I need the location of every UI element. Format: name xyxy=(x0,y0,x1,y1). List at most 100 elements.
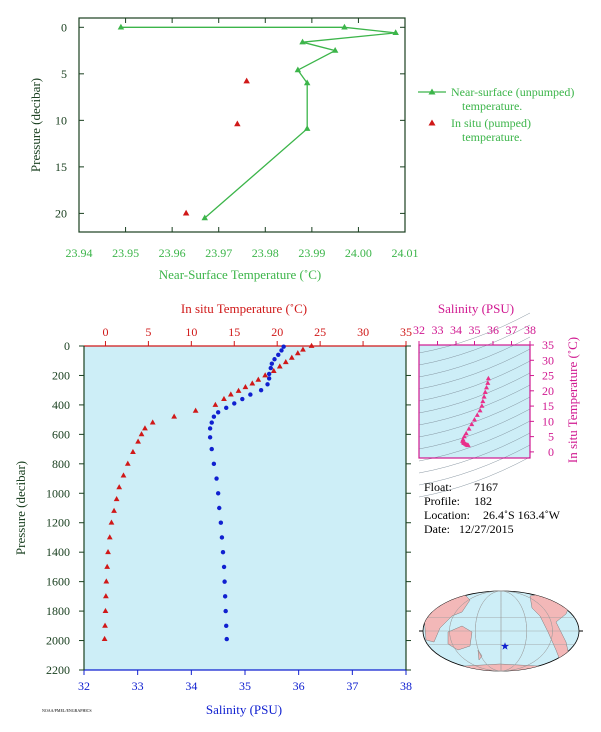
temperature-point xyxy=(282,359,289,365)
ts-point xyxy=(471,417,478,422)
salinity-point xyxy=(211,414,217,419)
temperature-point xyxy=(130,448,136,454)
ts-point xyxy=(477,407,483,413)
float-value: 7167 xyxy=(474,480,498,494)
near-surface-x-tick-label: 24.01 xyxy=(392,246,419,260)
ts-point xyxy=(463,430,469,436)
near-surface-x-tick-label: 23.99 xyxy=(298,246,325,260)
ts-y-tick-label: 10 xyxy=(542,414,554,428)
salinity-point xyxy=(248,392,253,397)
pressure-tick-label: 1200 xyxy=(46,516,70,530)
near-surface-unpumped-point xyxy=(201,214,208,221)
density-contour xyxy=(418,408,531,450)
near-surface-chart: 23.94 23.95 23.96 23.97 23.98 23.99 24.00 24.01… xyxy=(28,17,574,282)
salinity-tick-label: 38 xyxy=(400,679,412,693)
temperature-point xyxy=(106,534,113,540)
temperature-point xyxy=(102,622,108,628)
temperature-tick-label: 10 xyxy=(185,325,197,339)
near-surface-unpumped-point xyxy=(294,66,302,73)
salinity-point xyxy=(215,410,221,415)
ts-title: Salinity (PSU) xyxy=(438,301,514,316)
ts-plot-background xyxy=(419,345,530,458)
footer-credit: NOAA/PMEL/ENGRAPHICS xyxy=(42,708,92,713)
map-new-zealand xyxy=(477,649,483,661)
salinity-tick-label: 35 xyxy=(239,679,251,693)
ts-point xyxy=(482,389,488,395)
near-surface-series xyxy=(117,23,399,221)
pressure-tick-label: 1800 xyxy=(46,604,70,618)
ts-x-tick-label: 38 xyxy=(524,323,536,337)
pressure-tick-label: 2000 xyxy=(46,634,70,648)
density-contour xyxy=(418,396,531,438)
temperature-point xyxy=(171,413,178,419)
profile-plot-background xyxy=(84,346,406,670)
temperature-point xyxy=(111,507,117,513)
density-contour xyxy=(418,444,531,486)
near-surface-x-tick-label: 23.97 xyxy=(205,246,232,260)
density-contour xyxy=(418,348,531,390)
near-surface-x-axis-label: Near-Surface Temperature (˚C) xyxy=(159,267,321,282)
density-contours xyxy=(418,312,531,498)
location-value: 26.4˚S 163.4˚W xyxy=(483,508,561,522)
near-surface-x-tick-label: 23.95 xyxy=(112,246,139,260)
temperature-point xyxy=(108,519,115,525)
date-value: 12/27/2015 xyxy=(459,522,514,536)
profile-y-axis-label: Pressure (decibar) xyxy=(13,461,28,555)
ts-y-tick-label: 25 xyxy=(542,369,554,383)
salinity-point xyxy=(219,535,225,540)
salinity-point xyxy=(207,435,213,440)
near-surface-x-tick-label: 23.96 xyxy=(159,246,186,260)
temperature-point xyxy=(138,431,145,437)
temperature-point xyxy=(270,367,277,373)
salinity-point xyxy=(240,396,245,402)
ts-x-tick-label: 35 xyxy=(469,323,481,337)
ts-x-tick-label: 36 xyxy=(487,323,499,337)
temperature-axis-label: In situ Temperature (˚C) xyxy=(181,301,307,316)
in-situ-pumped-point xyxy=(243,77,250,84)
float-location-star xyxy=(501,642,509,650)
salinity-point xyxy=(281,344,286,349)
ts-y-tick-label: 35 xyxy=(542,338,554,352)
profile-chart: 0 5 10 15 20 25 30 35 32 33 34 35 36 37 38 0 200 400 600 80… xyxy=(13,301,412,717)
ts-y-tick-label: 0 xyxy=(548,445,554,459)
in-situ-pumped-point xyxy=(182,209,190,216)
temperature-point xyxy=(103,578,110,584)
density-contour xyxy=(418,336,531,378)
ts-point xyxy=(465,442,471,448)
salinity-point xyxy=(222,594,228,599)
salinity-point xyxy=(217,505,222,511)
near-surface-y-ticks: 0 5 10 15 20 xyxy=(55,20,405,220)
ts-point xyxy=(469,421,475,427)
near-surface-y-tick-label: 20 xyxy=(55,206,67,220)
profile-series xyxy=(101,342,315,642)
near-surface-x-tick-label: 23.98 xyxy=(252,246,279,260)
salinity-tick-label: 36 xyxy=(293,679,305,693)
map-graticule xyxy=(419,590,583,672)
profile-label: Profile: xyxy=(424,494,460,508)
salinity-point xyxy=(218,520,224,525)
ts-y-axis-label: In situ Temperature (˚C) xyxy=(565,337,580,463)
ts-point xyxy=(485,375,491,381)
legend-label-unpumped-line2: temperature. xyxy=(462,99,522,113)
float-info: Float: 7167 Profile: 182 Location: 26.4˚… xyxy=(424,480,561,536)
salinity-point xyxy=(279,348,284,353)
temperature-tick-label: 15 xyxy=(228,325,240,339)
temperature-point xyxy=(101,635,108,641)
date-label: Date: xyxy=(424,522,450,536)
temperature-point xyxy=(102,607,109,614)
temperature-tick-label: 25 xyxy=(314,325,326,339)
near-surface-unpumped-point xyxy=(303,79,311,86)
ts-point xyxy=(484,384,490,390)
salinity-point xyxy=(258,387,264,393)
salinity-point xyxy=(268,365,273,371)
ts-x-tick-label: 34 xyxy=(450,323,462,337)
pressure-tick-label: 1600 xyxy=(46,575,70,589)
near-surface-unpumped-point xyxy=(303,125,311,131)
salinity-point xyxy=(224,405,229,411)
near-surface-x-tick-label: 24.00 xyxy=(345,246,372,260)
ts-point xyxy=(481,394,487,399)
ts-point xyxy=(485,380,491,385)
ts-point xyxy=(479,403,485,408)
density-contour xyxy=(418,384,531,426)
